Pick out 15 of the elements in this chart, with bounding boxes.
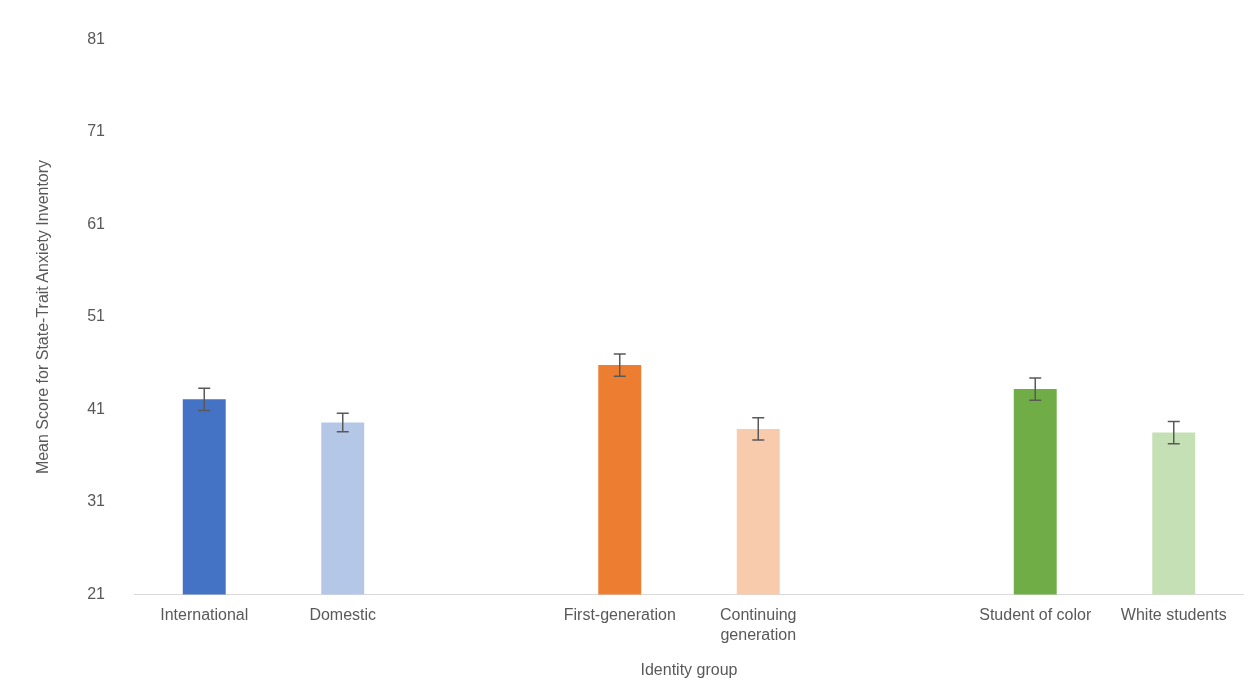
y-tick-label: 71	[87, 122, 106, 140]
x-axis-title: Identity group	[640, 660, 738, 678]
y-tick-label: 31	[87, 492, 106, 510]
y-tick-label: 41	[87, 399, 106, 417]
y-tick-label: 61	[87, 214, 106, 232]
x-tick-label: Student of color	[979, 606, 1092, 624]
x-tick-label: Domestic	[309, 606, 377, 624]
y-tick-label: 51	[87, 307, 106, 325]
x-tick-label: International	[160, 606, 249, 624]
y-tick-label: 81	[87, 30, 106, 48]
x-tick-label: Continuing generation	[720, 606, 797, 643]
x-tick-label: White students	[1120, 606, 1227, 624]
x-tick-label: First-generation	[563, 606, 676, 624]
y-axis-title: Mean Score for State-Trait Anxiety Inventory	[34, 159, 52, 475]
y-tick-label: 21	[87, 584, 106, 602]
